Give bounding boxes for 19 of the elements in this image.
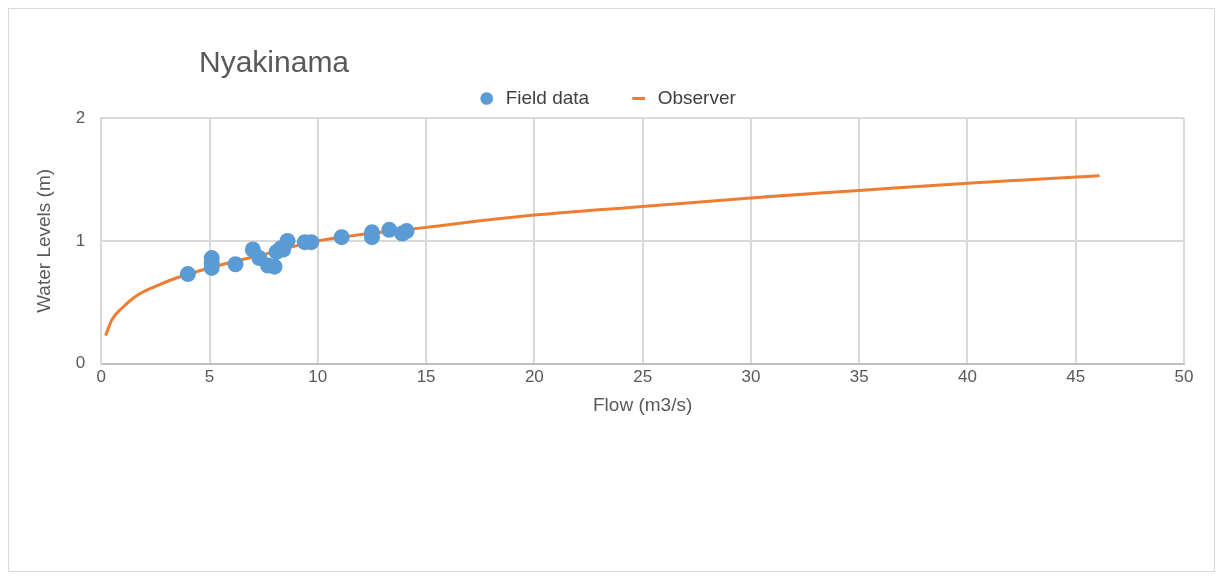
x-tick-label: 35 <box>849 366 869 386</box>
x-tick-label: 10 <box>308 366 328 386</box>
x-tick-label: 15 <box>416 366 436 386</box>
x-tick-label: 30 <box>741 366 761 386</box>
x-tick-label: 45 <box>1066 366 1086 386</box>
y-tick-label: 2 <box>75 107 86 127</box>
x-tick-label: 0 <box>96 366 106 386</box>
x-tick-label: 25 <box>633 366 653 386</box>
legend-label: Observer <box>657 86 737 108</box>
x-tick-label: 20 <box>524 366 544 386</box>
x-tick-label: 5 <box>204 366 215 386</box>
y-axis-title: Water Levels (m) <box>32 168 54 313</box>
x-axis-title: Flow (m3/s) <box>593 393 693 415</box>
x-tick-label: 40 <box>957 366 977 386</box>
y-tick-label: 1 <box>75 230 86 250</box>
y-tick-label: 0 <box>75 353 86 373</box>
chart-title: Nyakinama <box>199 45 350 79</box>
legend-label: Field data <box>505 86 590 108</box>
x-tick-label: 50 <box>1174 366 1194 386</box>
